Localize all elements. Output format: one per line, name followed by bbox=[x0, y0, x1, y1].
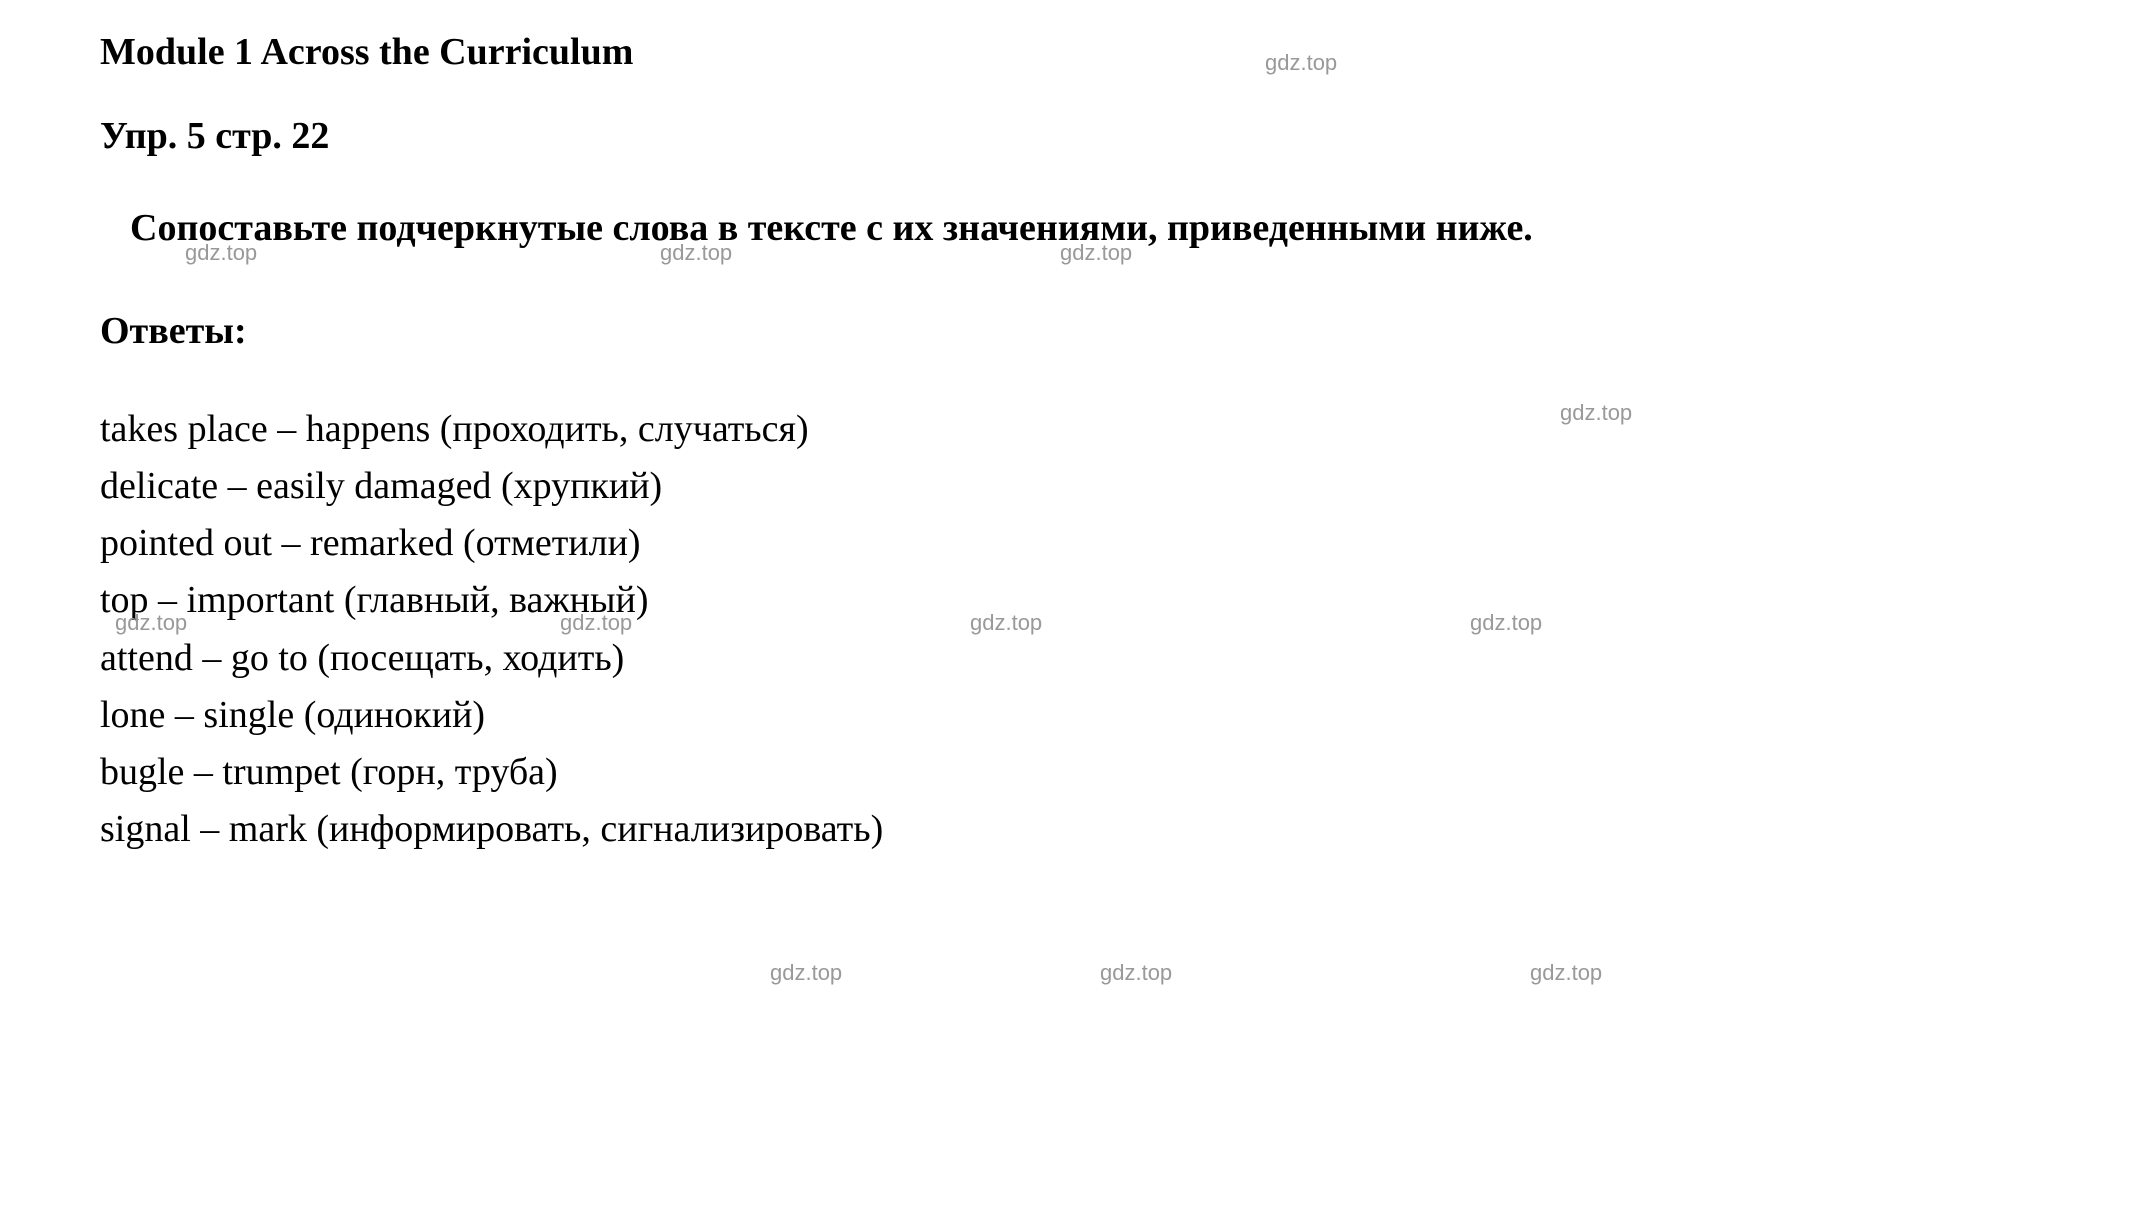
answer-english: lone – single bbox=[100, 694, 294, 736]
answer-russian: (посещать, ходить) bbox=[317, 637, 624, 679]
answer-english: takes place – happens bbox=[100, 408, 430, 450]
answer-item: top – important (главный, важный) bbox=[100, 574, 2126, 627]
answer-russian: (хрупкий) bbox=[501, 465, 662, 507]
instruction-content: Сопоставьте подчеркнутые слова в тексте … bbox=[130, 207, 1533, 249]
answer-english: bugle – trumpet bbox=[100, 751, 341, 793]
answer-russian: (горн, труба) bbox=[350, 751, 558, 793]
answers-label: Ответы: bbox=[100, 309, 2126, 353]
answer-english: pointed out – remarked bbox=[100, 522, 454, 564]
answer-russian: (проходить, случаться) bbox=[440, 408, 809, 450]
answer-item: lone – single (одинокий) bbox=[100, 689, 2126, 742]
answer-english: top – important bbox=[100, 579, 334, 621]
answer-item: takes place – happens (проходить, случат… bbox=[100, 403, 2126, 456]
exercise-label: Упр. 5 стр. 22 bbox=[100, 114, 2126, 158]
answer-english: attend – go to bbox=[100, 637, 308, 679]
module-title: Module 1 Across the Curriculum bbox=[100, 30, 2126, 74]
answer-item: signal – mark (информировать, сигнализир… bbox=[100, 803, 2126, 856]
answer-list: takes place – happens (проходить, случат… bbox=[100, 403, 2126, 857]
watermark: gdz.top bbox=[770, 960, 842, 986]
answer-russian: (отметили) bbox=[463, 522, 641, 564]
watermark: gdz.top bbox=[1100, 960, 1172, 986]
answer-item: bugle – trumpet (горн, труба) bbox=[100, 746, 2126, 799]
answer-russian: (одинокий) bbox=[304, 694, 485, 736]
answer-russian: (главный, важный) bbox=[344, 579, 649, 621]
watermark: gdz.top bbox=[1530, 960, 1602, 986]
answer-item: pointed out – remarked (отметили) bbox=[100, 517, 2126, 570]
answer-item: delicate – easily damaged (хрупкий) bbox=[100, 460, 2126, 513]
instruction-text: Сопоставьте подчеркнутые слова в тексте … bbox=[30, 198, 2126, 259]
answer-english: delicate – easily damaged bbox=[100, 465, 491, 507]
answer-russian: (информировать, сигнализировать) bbox=[316, 808, 883, 850]
answer-english: signal – mark bbox=[100, 808, 307, 850]
answer-item: attend – go to (посещать, ходить) bbox=[100, 632, 2126, 685]
